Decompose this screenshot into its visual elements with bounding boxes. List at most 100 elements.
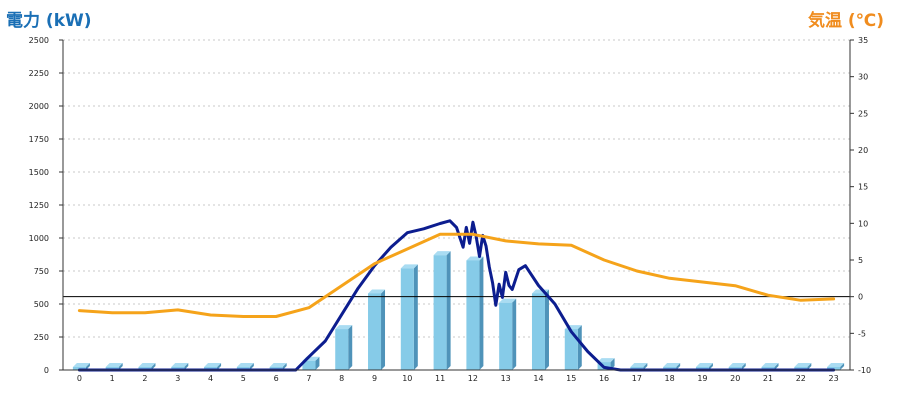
left-tick-label: 0 [44, 366, 49, 375]
bar-front [499, 302, 513, 370]
right-tick-label: 15 [858, 183, 868, 192]
x-tick-label: 10 [402, 374, 412, 383]
bar [400, 264, 418, 370]
x-tick-label: 16 [599, 374, 609, 383]
left-tick-label: 2500 [29, 36, 49, 45]
line-series [77, 219, 836, 372]
bar-side [184, 363, 189, 370]
bar-top [761, 363, 779, 367]
bar-front [302, 360, 316, 370]
x-tick-label: 1 [110, 374, 115, 383]
bar-side [512, 298, 517, 370]
bar-side [315, 356, 320, 370]
x-tick-label: 12 [468, 374, 478, 383]
bar-side [348, 325, 353, 370]
bar-side [85, 363, 90, 370]
temperature-line [77, 232, 836, 318]
x-tick-label: 15 [566, 374, 576, 383]
bar-top [368, 289, 386, 294]
bar-side [676, 363, 681, 370]
bar-side [807, 363, 812, 370]
bar-top [269, 363, 287, 367]
right-tick-label: 0 [858, 293, 863, 302]
bar-top [597, 358, 615, 363]
x-tick-label: 19 [697, 374, 707, 383]
bar-top [138, 363, 156, 367]
bar-side [381, 289, 386, 370]
bar-front [531, 293, 545, 370]
bar-front [400, 268, 414, 370]
bar-top [827, 363, 845, 367]
right-tick-label: -5 [858, 329, 866, 338]
right-tick-label: 20 [858, 146, 868, 155]
bar-top [794, 363, 812, 367]
bar-front [827, 367, 841, 370]
bar-top [728, 363, 746, 367]
x-tick-label: 22 [796, 374, 806, 383]
bar-top [499, 298, 517, 303]
left-tick-label: 1250 [29, 201, 49, 210]
x-tick-label: 18 [665, 374, 675, 383]
bar-side [118, 363, 123, 370]
bar-side [217, 363, 222, 370]
bar-side [840, 363, 845, 370]
bar-front [433, 255, 447, 370]
bar-top [204, 363, 222, 367]
bar-side [249, 363, 254, 370]
x-tick-label: 20 [730, 374, 740, 383]
x-tick-label: 7 [306, 374, 311, 383]
bar-side [151, 363, 156, 370]
bar [335, 325, 353, 370]
left-tick-label: 500 [34, 300, 49, 309]
bar-top [171, 363, 189, 367]
x-tick-label: 17 [632, 374, 642, 383]
bar-side [610, 358, 615, 370]
x-tick-label: 6 [274, 374, 279, 383]
bar [433, 251, 451, 370]
left-tick-label: 2000 [29, 102, 49, 111]
tick-labels: 02505007501000125015001750200022502500-1… [29, 36, 871, 383]
bar [827, 363, 845, 370]
bar-front [368, 293, 382, 370]
bar-side [446, 251, 451, 370]
bar-top [695, 363, 713, 367]
right-tick-label: 5 [858, 256, 863, 265]
x-tick-label: 23 [829, 374, 839, 383]
right-tick-label: 25 [858, 109, 868, 118]
x-tick-label: 5 [241, 374, 246, 383]
x-tick-label: 8 [339, 374, 344, 383]
bar [499, 298, 517, 370]
bar [368, 289, 386, 370]
right-axis-title: 気温 (℃) [807, 11, 884, 31]
x-tick-label: 21 [763, 374, 773, 383]
power-line [77, 219, 836, 372]
bar-top [335, 325, 353, 330]
bar-side [643, 363, 648, 370]
left-tick-label: 1000 [29, 234, 49, 243]
x-tick-label: 3 [175, 374, 180, 383]
right-tick-label: 35 [858, 36, 868, 45]
bar-top [400, 264, 418, 269]
x-tick-label: 14 [533, 374, 543, 383]
left-tick-label: 750 [34, 267, 49, 276]
right-tick-label: -10 [858, 366, 871, 375]
left-tick-label: 250 [34, 333, 49, 342]
bar-side [544, 289, 549, 370]
bar-front [466, 260, 480, 370]
bar-side [479, 256, 484, 370]
bar-top [105, 363, 123, 367]
bar-front [72, 367, 86, 370]
bar [72, 363, 90, 370]
axes [59, 39, 854, 371]
bar-top [433, 251, 451, 256]
bar-side [413, 264, 418, 370]
x-tick-label: 11 [435, 374, 445, 383]
right-tick-label: 30 [858, 73, 868, 82]
bar-front [335, 329, 349, 370]
bar-top [630, 363, 648, 367]
x-tick-label: 9 [372, 374, 377, 383]
x-tick-label: 13 [501, 374, 511, 383]
bar-front [564, 329, 578, 370]
bar-side [282, 363, 287, 370]
